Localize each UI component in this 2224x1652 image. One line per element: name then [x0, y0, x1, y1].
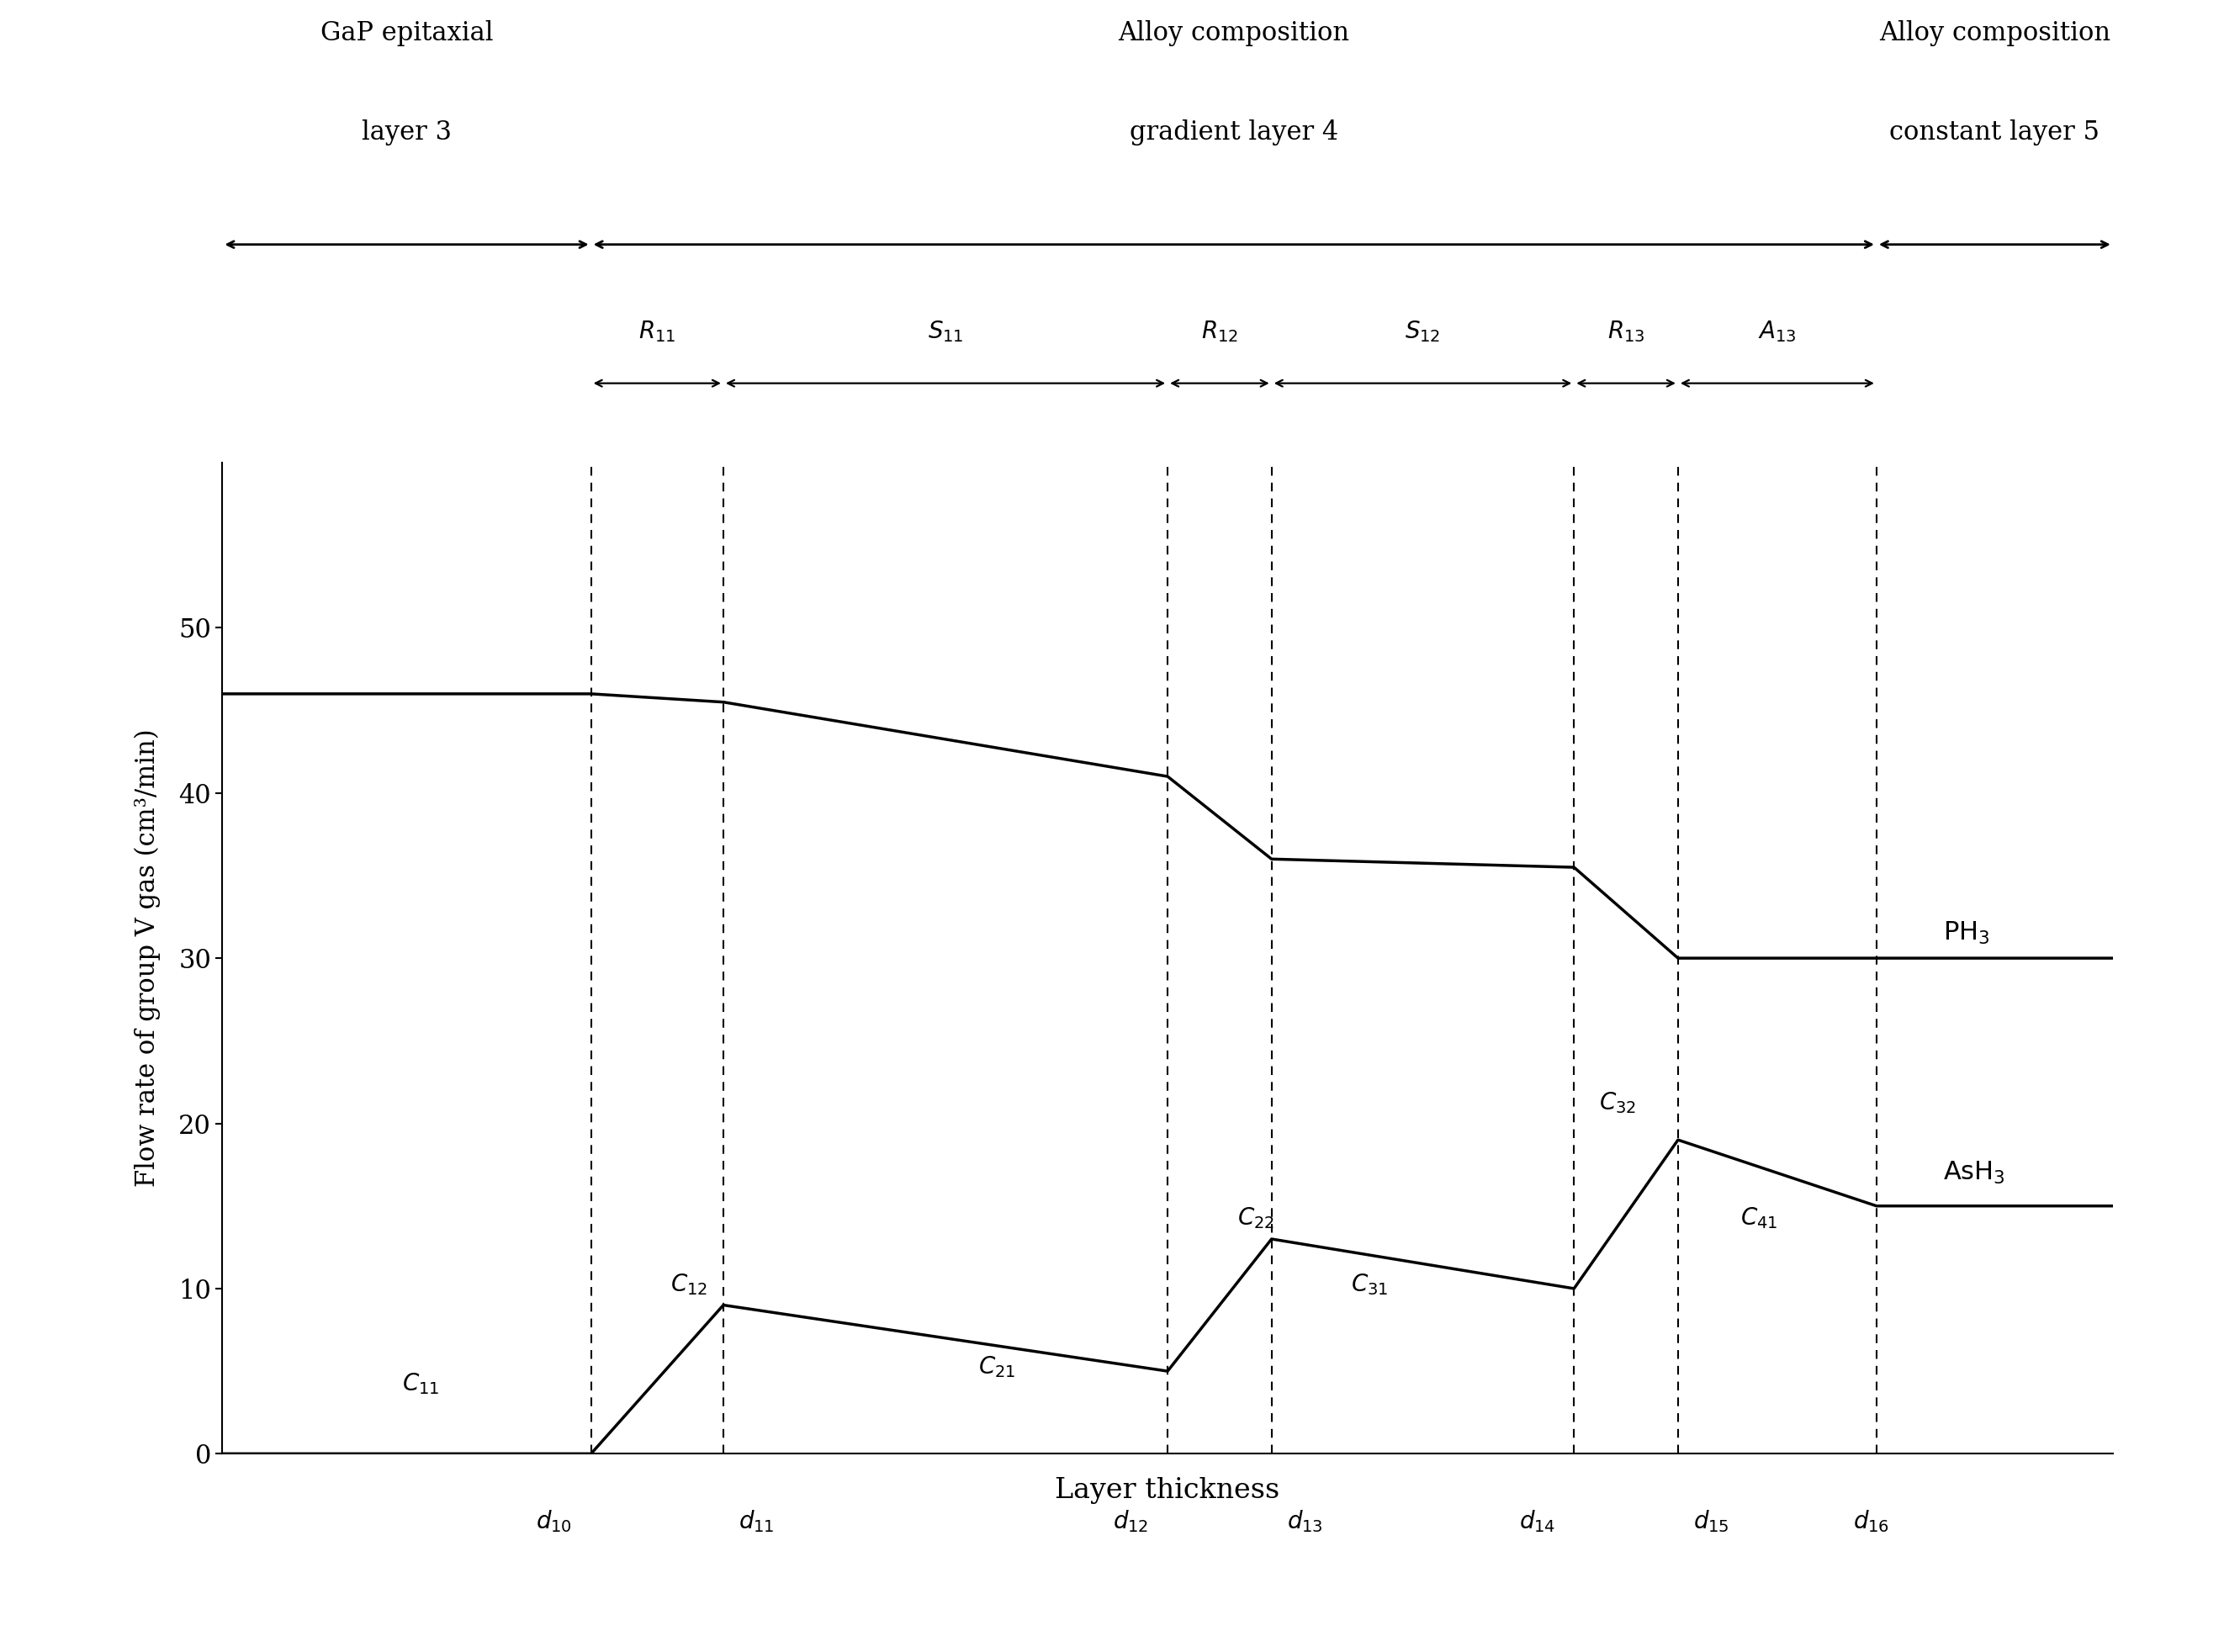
Text: Alloy composition: Alloy composition [1119, 20, 1350, 46]
Text: GaP epitaxial: GaP epitaxial [320, 20, 494, 46]
Text: constant layer 5: constant layer 5 [1890, 119, 2099, 145]
Y-axis label: Flow rate of group V gas (cm³/min): Flow rate of group V gas (cm³/min) [136, 729, 160, 1188]
Text: $C_{32}$: $C_{32}$ [1599, 1090, 1635, 1115]
X-axis label: Layer thickness: Layer thickness [1054, 1477, 1281, 1503]
Text: $C_{11}$: $C_{11}$ [403, 1371, 440, 1396]
Text: $A_{13}$: $A_{13}$ [1757, 319, 1797, 344]
Text: $R_{11}$: $R_{11}$ [638, 319, 676, 344]
Text: gradient layer 4: gradient layer 4 [1130, 119, 1339, 145]
Text: Alloy composition: Alloy composition [1879, 20, 2111, 46]
Text: $d_{11}$: $d_{11}$ [738, 1508, 774, 1535]
Text: layer 3: layer 3 [363, 119, 451, 145]
Text: $d_{14}$: $d_{14}$ [1519, 1508, 1555, 1535]
Text: $S_{12}$: $S_{12}$ [1406, 319, 1441, 344]
Text: $d_{15}$: $d_{15}$ [1692, 1508, 1728, 1535]
Text: $C_{12}$: $C_{12}$ [669, 1272, 707, 1297]
Text: $C_{31}$: $C_{31}$ [1350, 1272, 1388, 1297]
Text: $\mathrm{PH_3}$: $\mathrm{PH_3}$ [1944, 920, 1990, 947]
Text: $R_{13}$: $R_{13}$ [1608, 319, 1646, 344]
Text: $S_{11}$: $S_{11}$ [927, 319, 963, 344]
Text: $d_{16}$: $d_{16}$ [1853, 1508, 1888, 1535]
Text: $d_{12}$: $d_{12}$ [1112, 1508, 1148, 1535]
Text: $C_{22}$: $C_{22}$ [1237, 1206, 1274, 1231]
Text: $R_{12}$: $R_{12}$ [1201, 319, 1239, 344]
Text: $\mathrm{AsH_3}$: $\mathrm{AsH_3}$ [1944, 1160, 2004, 1186]
Text: $C_{41}$: $C_{41}$ [1741, 1206, 1777, 1231]
Text: $d_{13}$: $d_{13}$ [1288, 1508, 1323, 1535]
Text: $d_{10}$: $d_{10}$ [536, 1508, 572, 1535]
Text: $C_{21}$: $C_{21}$ [979, 1355, 1016, 1379]
